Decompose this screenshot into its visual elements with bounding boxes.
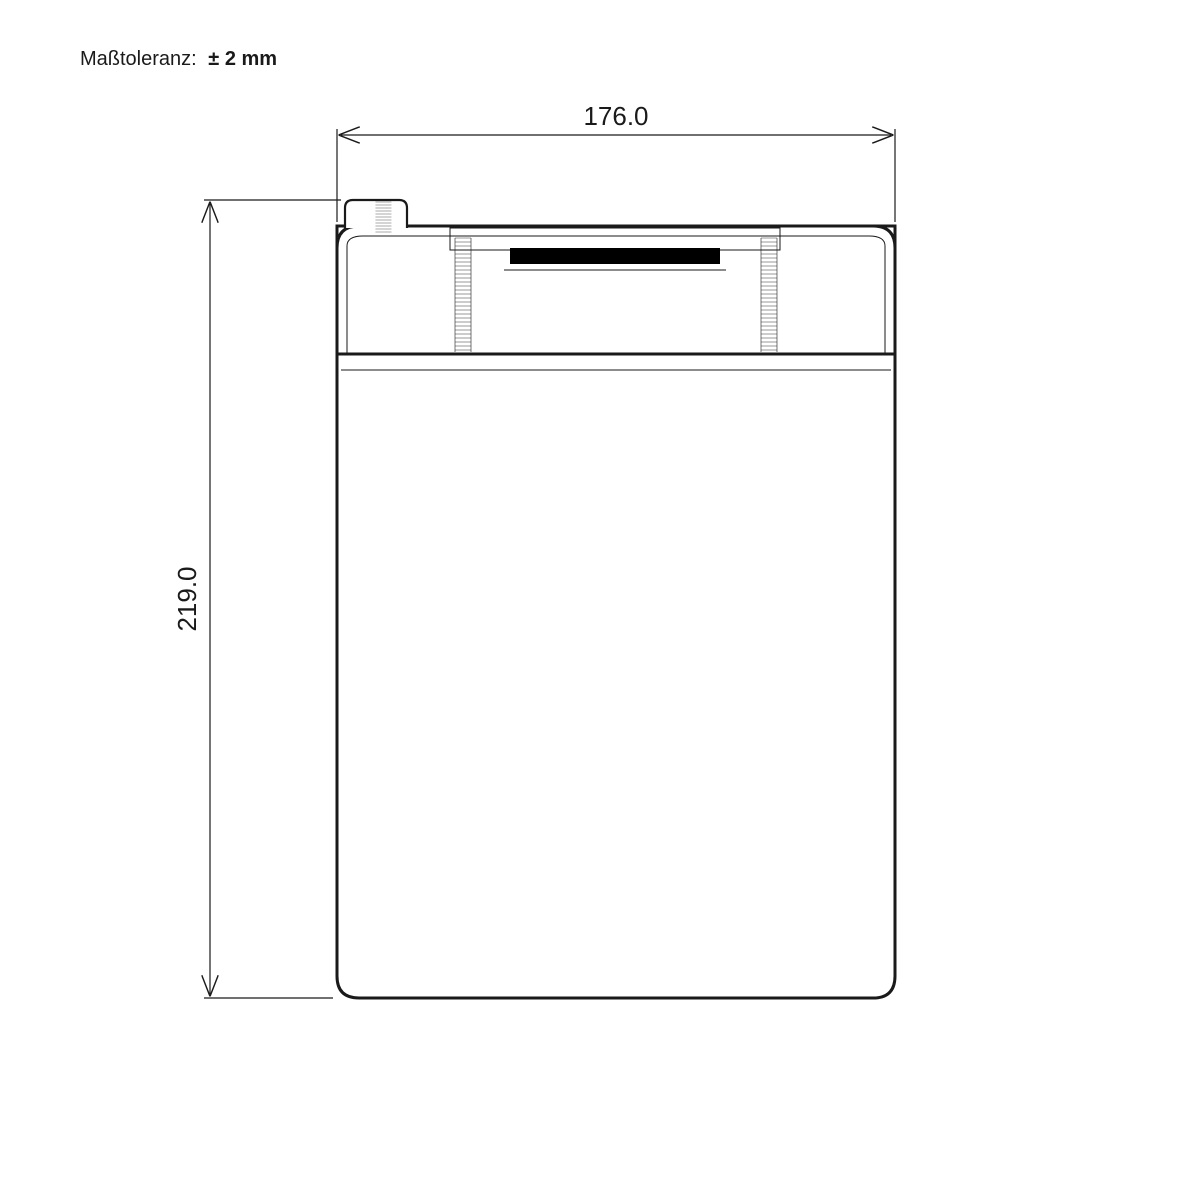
handle-recess-outer (450, 228, 780, 250)
lid-outline (337, 226, 895, 354)
dim-label-width: 176.0 (583, 101, 648, 131)
technical-drawing-svg: 176.0 219.0 (0, 0, 1200, 1200)
tolerance-value: ± 2 mm (208, 48, 277, 70)
container-body (337, 226, 895, 998)
tolerance-note: Maßtoleranz: ± 2 mm (80, 48, 277, 71)
handle-bar (510, 248, 720, 264)
dim-label-height: 219.0 (172, 566, 202, 631)
tolerance-label: Maßtoleranz: (80, 48, 197, 70)
drawing-canvas: Maßtoleranz: ± 2 mm 176.0 219.0 (0, 0, 1200, 1200)
